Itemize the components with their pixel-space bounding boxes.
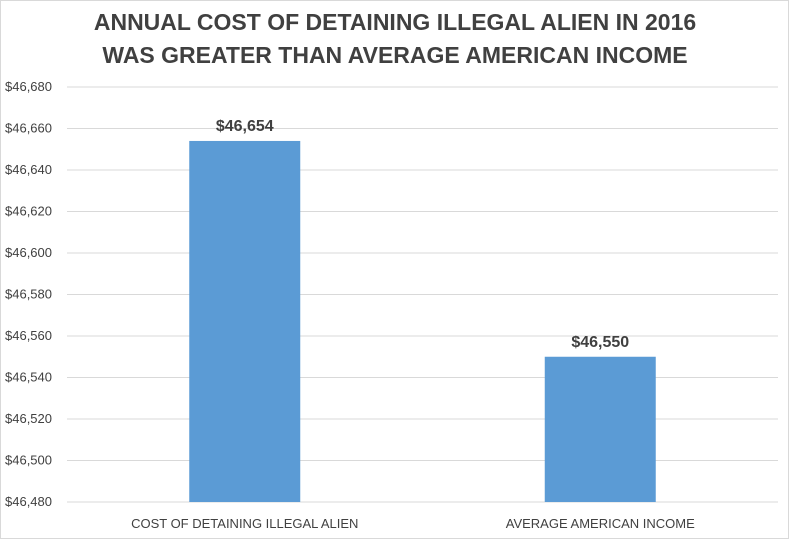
y-tick-label: $46,660: [5, 121, 52, 136]
y-tick-label: $46,580: [5, 287, 52, 302]
x-axis-category-labels: COST OF DETAINING ILLEGAL ALIEN AVERAGE A…: [131, 516, 695, 531]
chart-title: ANNUAL COST OF DETAINING ILLEGAL ALIEN I…: [94, 9, 696, 68]
y-tick-label: $46,680: [5, 79, 52, 94]
chart-title-line-1: ANNUAL COST OF DETAINING ILLEGAL ALIEN I…: [94, 9, 696, 35]
category-label-1: COST OF DETAINING ILLEGAL ALIEN: [131, 516, 358, 531]
y-tick-label: $46,620: [5, 204, 52, 219]
bars: [189, 140, 656, 502]
gridlines: [67, 86, 778, 503]
bar-1: [189, 140, 301, 502]
y-tick-label: $46,600: [5, 245, 52, 260]
y-tick-label: $46,540: [5, 370, 52, 385]
bar-2: [544, 356, 656, 502]
data-label-1: $46,654: [216, 118, 274, 135]
category-label-2: AVERAGE AMERICAN INCOME: [506, 516, 695, 531]
data-labels: $46,654 $46,550: [216, 118, 629, 351]
y-tick-label: $46,640: [5, 162, 52, 177]
y-tick-label: $46,480: [5, 494, 52, 509]
y-tick-label: $46,520: [5, 411, 52, 426]
y-tick-label: $46,560: [5, 328, 52, 343]
chart-title-line-2: WAS GREATER THAN AVERAGE AMERICAN INCOME: [102, 42, 687, 68]
data-label-2: $46,550: [571, 334, 629, 351]
y-tick-label: $46,500: [5, 453, 52, 468]
y-axis-tick-labels: $46,480 $46,500 $46,520 $46,540 $46,560 $46,5…: [5, 79, 52, 509]
